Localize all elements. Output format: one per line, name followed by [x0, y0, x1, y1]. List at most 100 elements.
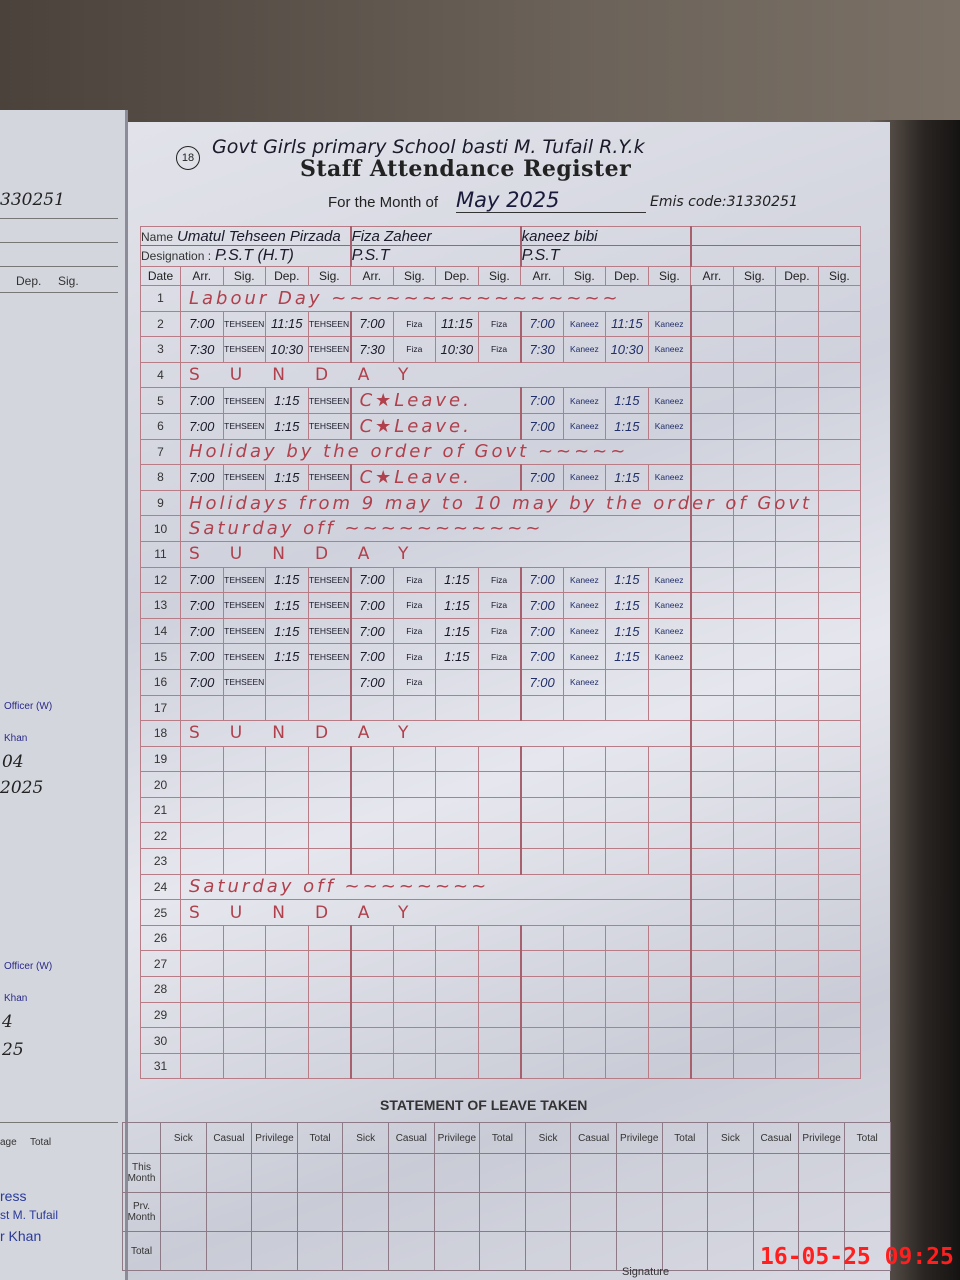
empty-cell [689, 336, 734, 363]
empty-cell [817, 668, 862, 696]
signature-cell: Kaneez [647, 412, 692, 440]
signature-cell: TEHSEEN [307, 336, 352, 363]
empty-cell [689, 1052, 734, 1080]
date-cell: 24 [140, 873, 181, 901]
column-header: Sig. [817, 266, 862, 286]
empty-cell [307, 745, 352, 773]
empty-cell [817, 336, 862, 363]
leave-cell [342, 1231, 389, 1271]
date-cell: 9 [140, 489, 181, 517]
signature-cell: Kaneez [562, 387, 607, 414]
empty-cell [732, 873, 777, 901]
signature-cell: TEHSEEN [222, 464, 266, 491]
column-header: Sig. [647, 266, 692, 286]
leave-statement-table: Sick Casual Privilege Total Sick Casual Privil… [122, 1122, 891, 1271]
empty-cell [605, 848, 649, 875]
date-cell: 31 [140, 1052, 181, 1080]
signature-cell: Fiza [477, 336, 522, 363]
empty-cell [180, 924, 224, 952]
signature-cell: TEHSEEN [222, 387, 266, 414]
signature-cell: Kaneez [562, 617, 607, 645]
empty-cell [732, 515, 777, 542]
signature-cell: Kaneez [562, 336, 607, 363]
date-cell: 8 [140, 464, 181, 491]
empty-cell [180, 976, 224, 1003]
empty-cell [732, 592, 777, 619]
empty-cell [732, 796, 777, 824]
column-header: Arr. [690, 266, 734, 286]
empty-cell [180, 694, 224, 722]
leave-column-header: Sick [342, 1122, 389, 1154]
empty-cell [392, 924, 437, 952]
empty-cell [689, 617, 734, 645]
signature-cell: Fiza [477, 310, 522, 338]
staff-name: Fiza Zaheer [351, 227, 432, 245]
empty-cell [477, 924, 522, 952]
leave-column-header: Total [843, 1122, 891, 1154]
empty-cell [775, 976, 819, 1003]
leave-column-header: Privilege [433, 1122, 481, 1154]
empty-cell [689, 822, 734, 850]
month-label: For the Month of [328, 194, 439, 211]
empty-cell [817, 489, 862, 517]
empty-cell [307, 1027, 352, 1054]
empty-cell [732, 336, 777, 363]
time-cell: 7:00 [519, 643, 564, 670]
empty-cell [775, 592, 819, 619]
empty-cell [689, 592, 734, 619]
empty-cell [732, 1027, 777, 1054]
empty-cell [562, 822, 607, 850]
time-cell: 7:00 [180, 592, 224, 619]
empty-cell [775, 361, 819, 389]
leave-column-header: Total [479, 1122, 526, 1154]
empty-cell [307, 796, 352, 824]
empty-cell [180, 1001, 224, 1029]
empty-cell [519, 771, 564, 798]
staff-name: kaneez bibi [521, 227, 598, 245]
time-cell: 7:00 [349, 566, 394, 594]
month-value: May 2025 [456, 188, 646, 213]
signature-cell: TEHSEEN [222, 336, 266, 363]
empty-cell [775, 1001, 819, 1029]
empty-cell [817, 924, 862, 952]
left-leave-header: Total [30, 1137, 52, 1148]
table-row: 5 7:00 TEHSEEN 1:15 TEHSEEN C★Leave. 7:00 Kanee… [140, 387, 862, 414]
time-cell: 7:00 [519, 592, 564, 619]
empty-cell [349, 848, 394, 875]
leave-row: Prv. Month [122, 1192, 891, 1232]
date-cell: 3 [140, 336, 181, 363]
signature-cell: TEHSEEN [307, 643, 352, 670]
empty-cell [775, 873, 819, 901]
signature-cell: Kaneez [562, 566, 607, 594]
empty-cell [435, 848, 479, 875]
time-cell: 1:15 [265, 592, 309, 619]
leave-row-label: Prv. Month [122, 1192, 161, 1232]
empty-cell [732, 438, 777, 466]
empty-cell [307, 822, 352, 850]
leave-cell [615, 1153, 663, 1193]
signature-cell: Kaneez [647, 643, 692, 670]
empty-cell [689, 873, 734, 901]
table-row: 18 SUNDAY [140, 720, 862, 747]
empty-cell [519, 745, 564, 773]
time-cell: 1:15 [605, 387, 649, 414]
empty-cell [435, 950, 479, 978]
empty-cell [775, 720, 819, 747]
signature-cell: Fiza [392, 668, 437, 696]
empty-cell [519, 694, 564, 722]
remark-note: Labour Day ~~~~~~~~~~~~~~~~ [179, 285, 692, 312]
empty-cell [775, 822, 819, 850]
empty-cell [307, 771, 352, 798]
empty-cell [732, 285, 777, 312]
time-cell: 10:30 [435, 336, 479, 363]
empty-cell [732, 643, 777, 670]
empty-cell [775, 771, 819, 798]
leave-cell [661, 1231, 709, 1271]
empty-cell [435, 1001, 479, 1029]
leave-cell [205, 1192, 253, 1232]
time-cell: 1:15 [435, 643, 479, 670]
empty-cell [775, 924, 819, 952]
signature-cell: TEHSEEN [307, 566, 352, 594]
remark-note: Saturday off ~~~~~~~~~~~ [179, 515, 692, 542]
empty-cell [817, 540, 862, 568]
